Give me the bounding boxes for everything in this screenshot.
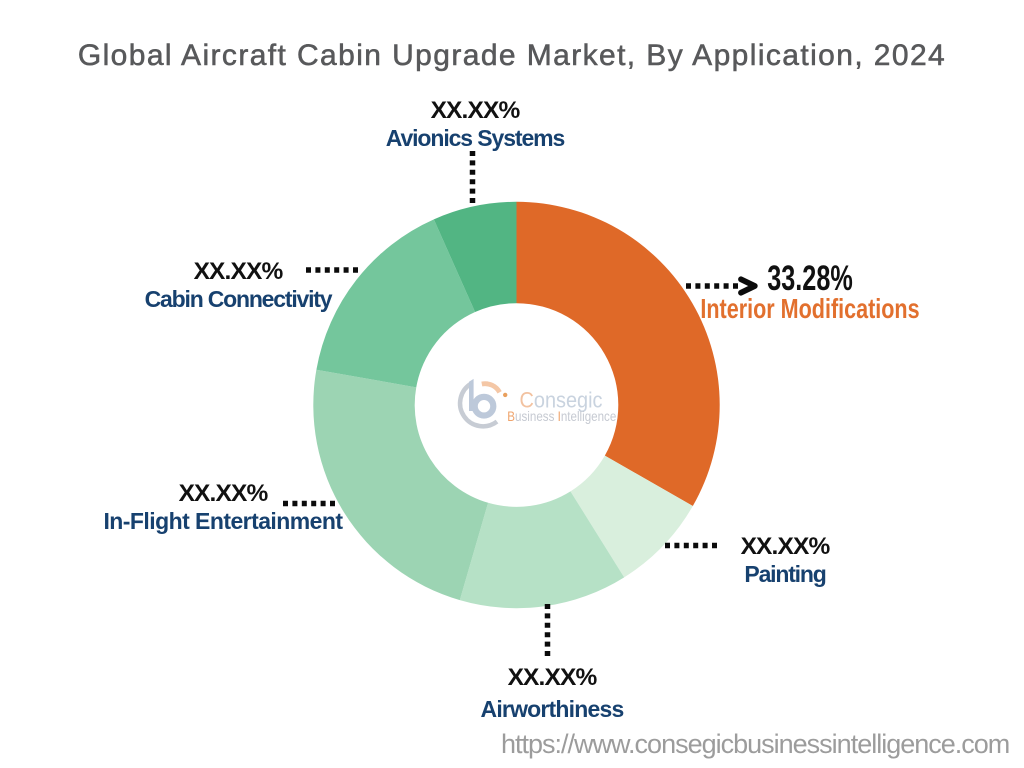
svg-text:Business Intelligence: Business Intelligence: [507, 408, 616, 424]
svg-text:Consegic: Consegic: [520, 388, 603, 413]
